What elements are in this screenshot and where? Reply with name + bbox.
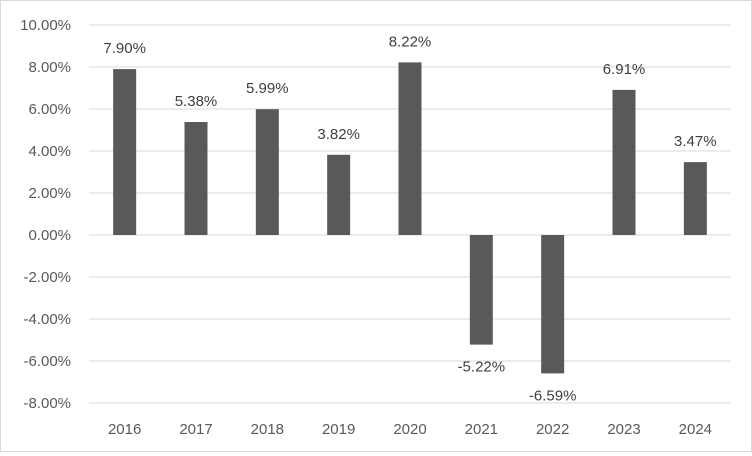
bar <box>541 235 565 374</box>
x-tick-label: 2023 <box>607 421 640 438</box>
y-tick-label: -6.00% <box>23 353 71 370</box>
y-tick-label: 2.00% <box>28 185 71 202</box>
bar <box>612 89 636 235</box>
data-label: 8.22% <box>389 33 432 50</box>
x-tick-label: 2021 <box>465 421 498 438</box>
data-label: 5.38% <box>175 93 218 110</box>
y-tick-label: 4.00% <box>28 143 71 160</box>
data-label: 7.90% <box>103 40 146 57</box>
bar <box>255 109 279 235</box>
data-label: 3.82% <box>317 126 360 143</box>
bar <box>398 62 422 235</box>
bar <box>683 162 707 235</box>
x-tick-label: 2017 <box>179 421 212 438</box>
x-tick-label: 2016 <box>108 421 141 438</box>
x-tick-label: 2022 <box>536 421 569 438</box>
y-tick-label: -2.00% <box>23 269 71 286</box>
bars <box>113 62 707 374</box>
data-label: -5.22% <box>458 359 506 376</box>
y-tick-label: -4.00% <box>23 311 71 328</box>
bar <box>184 122 208 235</box>
y-axis-tick-labels: 10.00% 8.00% 6.00% 4.00% 2.00% 0.00% -2.00% -4.… <box>20 17 71 412</box>
data-labels: 7.90% 5.38% 5.99% 3.82% 8.22% -5.22% -6.59% 6.9… <box>103 33 716 404</box>
data-label: 6.91% <box>603 61 646 78</box>
y-tick-label: 8.00% <box>28 59 71 76</box>
x-axis-tick-labels: 2016 2017 2018 2019 2020 2021 2022 2023 2024 <box>108 421 712 438</box>
y-tick-label: 10.00% <box>20 17 71 34</box>
data-label: 5.99% <box>246 80 289 97</box>
y-tick-label: -8.00% <box>23 395 71 412</box>
bar <box>327 154 351 235</box>
y-tick-label: 6.00% <box>28 101 71 118</box>
x-tick-label: 2019 <box>322 421 355 438</box>
x-tick-label: 2018 <box>251 421 284 438</box>
data-label: -6.59% <box>529 387 577 404</box>
y-tick-label: 0.00% <box>28 227 71 244</box>
bar <box>469 235 493 345</box>
x-tick-label: 2020 <box>393 421 426 438</box>
data-label: 3.47% <box>674 133 717 150</box>
x-tick-label: 2024 <box>679 421 712 438</box>
bar <box>113 69 137 235</box>
